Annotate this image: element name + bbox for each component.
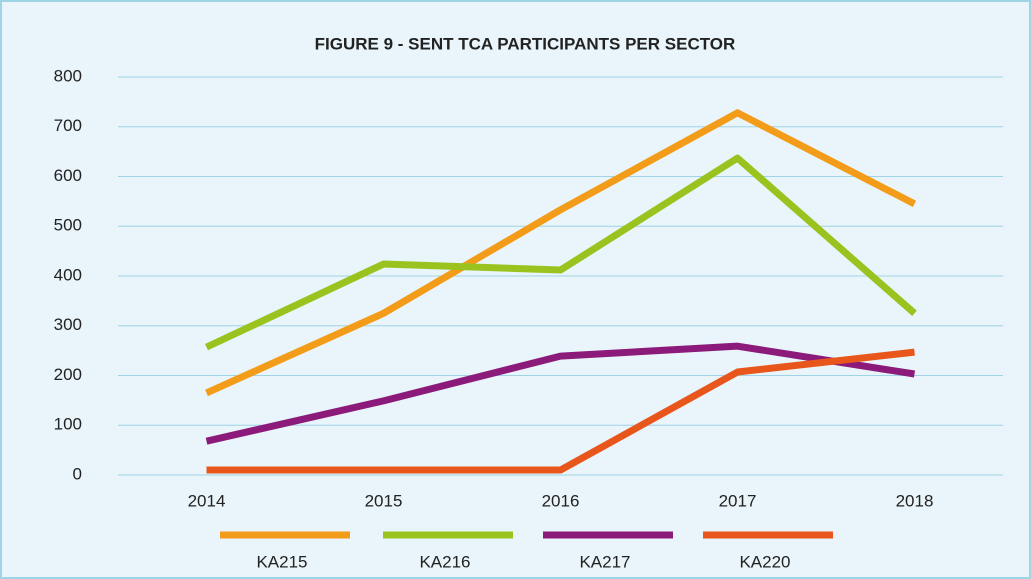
x-tick-label: 2016 [542, 491, 580, 510]
y-tick-label: 100 [54, 415, 82, 434]
series-line [205, 154, 917, 351]
chart-title: FIGURE 9 - SENT TCA PARTICIPANTS PER SEC… [315, 34, 736, 53]
x-tick-label: 2017 [719, 491, 757, 510]
y-tick-label: 700 [54, 116, 82, 135]
series-line [205, 342, 916, 445]
x-tick-label: 2018 [896, 491, 934, 510]
legend-label: KA216 [419, 552, 470, 571]
x-tick-label: 2015 [365, 491, 403, 510]
legend-label: KA220 [739, 552, 790, 571]
x-tick-label: 2014 [188, 491, 226, 510]
legend-label: KA217 [579, 552, 630, 571]
y-tick-label: 400 [54, 265, 82, 284]
legend-label: KA215 [256, 552, 307, 571]
series-line [206, 348, 915, 474]
y-tick-label: 800 [54, 66, 82, 85]
y-tick-label: 200 [54, 365, 82, 384]
y-tick-label: 600 [54, 166, 82, 185]
y-tick-label: 300 [54, 315, 82, 334]
y-tick-label: 0 [73, 464, 82, 483]
y-tick-label: 500 [54, 216, 82, 235]
series-line [205, 109, 917, 397]
